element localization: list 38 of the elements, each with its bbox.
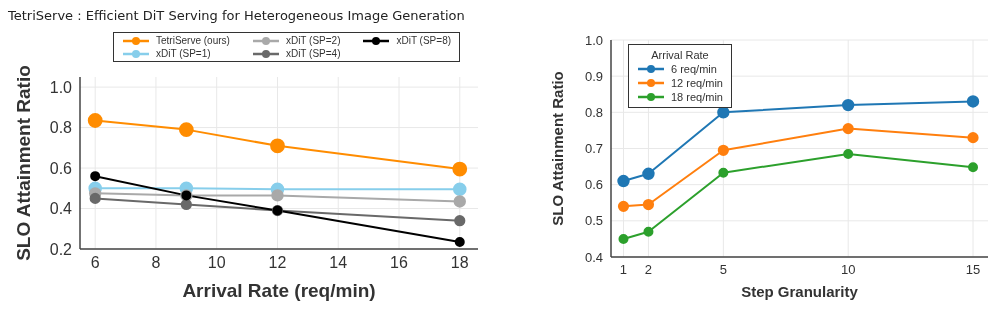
y-tick-label: 0.7 [584,141,603,157]
y-tick-label: 0.5 [584,213,603,229]
legend-label: 6 req/min [671,63,717,75]
y-tick-label: 1.0 [584,32,603,48]
x-axis-title: Step Granularity [741,283,859,300]
y-tick-label: 0.2 [49,240,73,258]
x-tick-label: 16 [390,254,409,272]
y-tick-label: 0.9 [584,68,603,84]
x-axis-title: Arrival Rate (req/min) [182,280,376,301]
x-tick-label: 1 [619,262,628,278]
x-tick-label: 14 [329,254,348,272]
x-tick-label: 5 [719,262,727,278]
y-axis-title: SLO Attainment Ratio [12,65,34,261]
chart-title: TetriServe : Efficient DiT Serving for Heterogeneous Image Generation [8,8,466,23]
legend-title: Arrival Rate [650,49,710,61]
y-tick-label: 0.4 [584,249,603,265]
legend-label: xDiT (SP=1) [156,48,211,59]
y-axis-title: SLO Attainment Ratio [549,71,567,226]
x-tick-label: 10 [207,254,226,272]
legend-label: xDiT (SP=4) [285,48,341,59]
legend-label: xDiT (SP=2) [285,35,341,46]
x-tick-label: 6 [90,254,100,272]
legend-label: 12 req/min [671,77,723,89]
y-tick-label: 0.8 [584,104,603,120]
y-tick-label: 0.8 [49,119,73,137]
y-tick-label: 1.0 [49,78,73,96]
x-tick-label: 12 [268,254,287,272]
legend-label: 18 req/min [671,91,723,103]
legend-label: TetriServe (ours) [156,35,230,46]
legend-label: xDiT (SP=8) [396,35,452,46]
x-tick-label: 18 [450,254,469,272]
y-tick-label: 0.6 [49,159,73,177]
x-tick-label: 10 [840,262,856,278]
y-tick-label: 0.6 [584,177,603,193]
x-tick-label: 8 [151,254,161,272]
x-tick-label: 15 [965,262,981,278]
y-tick-label: 0.4 [49,200,73,218]
x-tick-label: 2 [644,262,653,278]
